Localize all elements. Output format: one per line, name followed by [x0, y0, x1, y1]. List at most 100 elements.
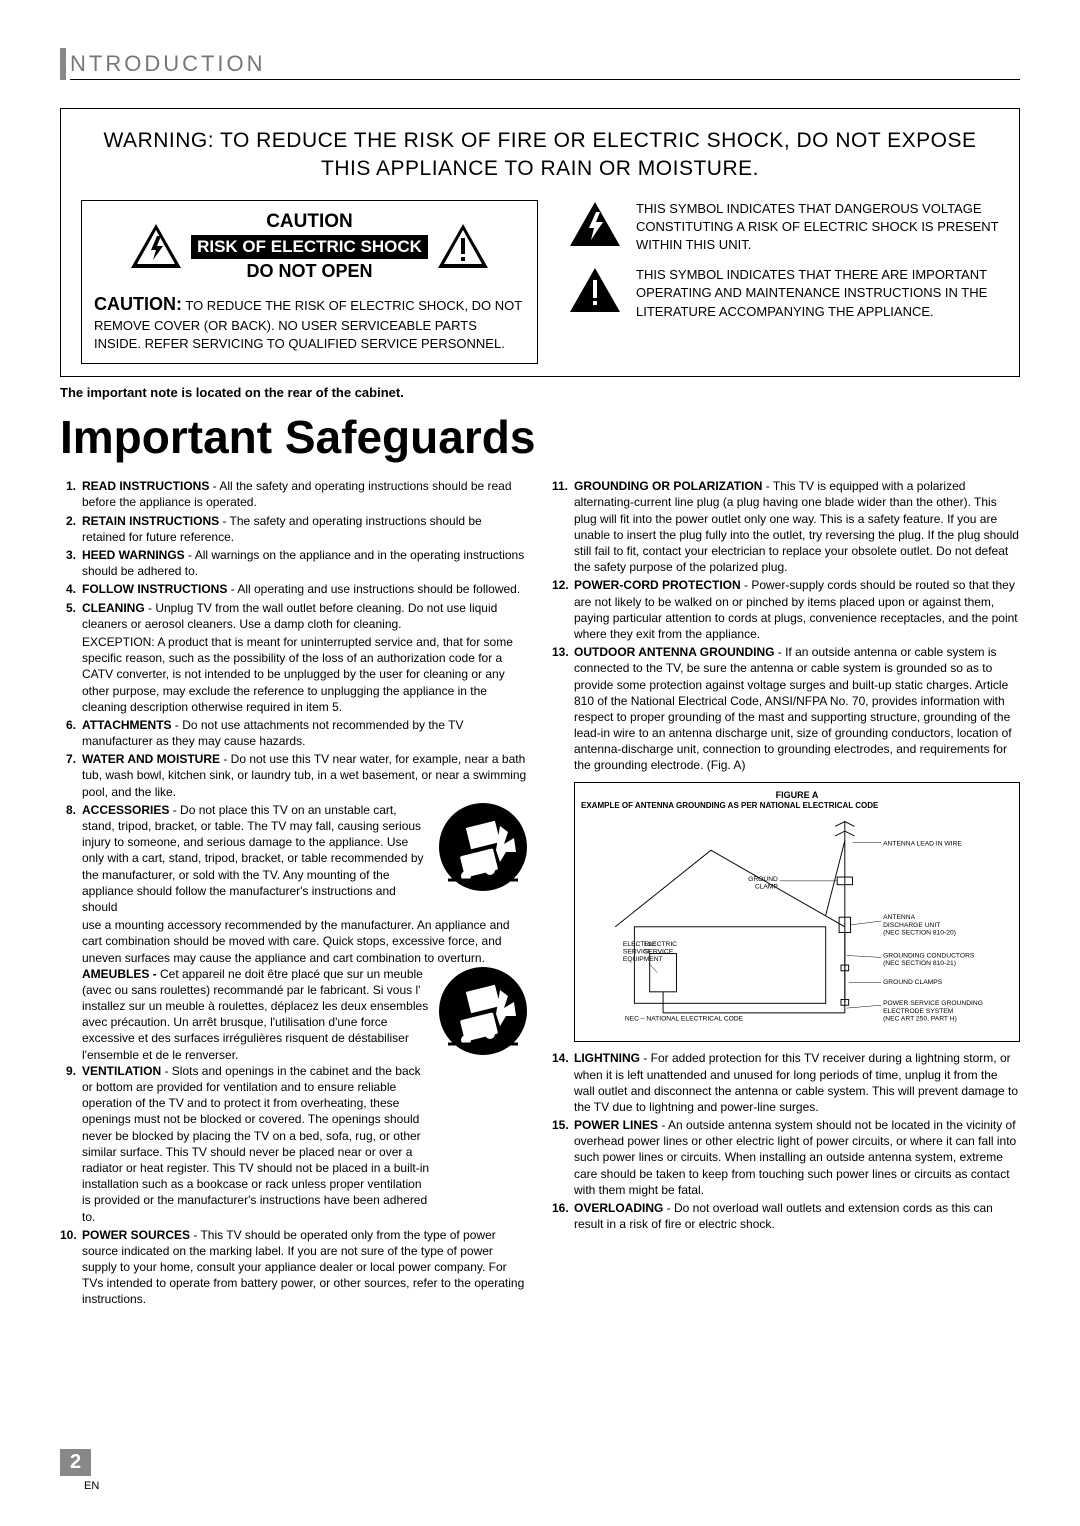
safeguard-item: 6.ATTACHMENTS - Do not use attachments n…: [60, 717, 528, 749]
symbol-2-text: THIS SYMBOL INDICATES THAT THERE ARE IMP…: [636, 266, 999, 321]
safeguard-item: 7.WATER AND MOISTURE - Do not use this T…: [60, 751, 528, 800]
item-number: 13.: [552, 644, 574, 774]
left-column: 1.READ INSTRUCTIONS - All the safety and…: [60, 478, 528, 1309]
page-lang: EN: [84, 1480, 99, 1492]
exclamation-triangle-icon: [436, 222, 490, 270]
svg-text:GROUND CLAMPS: GROUND CLAMPS: [883, 979, 943, 986]
item-number: 5.: [60, 600, 82, 632]
item-content: OUTDOOR ANTENNA GROUNDING - If an outsid…: [574, 644, 1020, 774]
item-title: FOLLOW INSTRUCTIONS: [82, 582, 227, 596]
item-title: LIGHTNING: [574, 1051, 640, 1065]
item-title: POWER-CORD PROTECTION: [574, 578, 741, 592]
safeguard-item: 3.HEED WARNINGS - All warnings on the ap…: [60, 547, 528, 579]
item-title: READ INSTRUCTIONS: [82, 479, 209, 493]
svg-text:ANTENNA LEAD IN WIRE: ANTENNA LEAD IN WIRE: [883, 840, 962, 847]
safeguard-item: 9.VENTILATION - Slots and openings in th…: [60, 1063, 430, 1225]
item-number: 8.: [60, 802, 82, 915]
item-content: OVERLOADING - Do not overload wall outle…: [574, 1200, 1020, 1232]
item-number: 3.: [60, 547, 82, 579]
item-body: - If an outside antenna or cable system …: [574, 645, 1012, 772]
item-body: - Do not place this TV on an unstable ca…: [82, 803, 424, 914]
safeguard-item: 16.OVERLOADING - Do not overload wall ou…: [552, 1200, 1020, 1232]
item-title: OVERLOADING: [574, 1201, 663, 1215]
safeguard-item: 4.FOLLOW INSTRUCTIONS - All operating an…: [60, 581, 528, 597]
item-body: - Slots and openings in the cabinet and …: [82, 1064, 429, 1224]
item-title: POWER LINES: [574, 1118, 658, 1132]
item-title: OUTDOOR ANTENNA GROUNDING: [574, 645, 774, 659]
page-footer: 2 EN: [60, 1449, 99, 1494]
item-content: CLEANING - Unplug TV from the wall outle…: [82, 600, 528, 632]
svg-text:GROUND: GROUND: [748, 875, 778, 882]
page-number: 2: [60, 1449, 91, 1476]
item-title: RETAIN INSTRUCTIONS: [82, 514, 219, 528]
item-number: 15.: [552, 1117, 574, 1198]
item-number: 12.: [552, 577, 574, 642]
safeguard-item: EXCEPTION: A product that is meant for u…: [60, 634, 528, 715]
svg-text:(NEC SECTION 810-20): (NEC SECTION 810-20): [883, 929, 956, 936]
safeguard-item: 13.OUTDOOR ANTENNA GROUNDING - If an out…: [552, 644, 1020, 774]
safeguard-item: 10.POWER SOURCES - This TV should be ope…: [60, 1227, 528, 1308]
item-number: 16.: [552, 1200, 574, 1232]
risk-label: RISK OF ELECTRIC SHOCK: [191, 235, 428, 259]
item-body: - For added protection for this TV recei…: [574, 1051, 1018, 1114]
safeguard-item: 11.GROUNDING OR POLARIZATION - This TV i…: [552, 478, 1020, 575]
item-content: ATTACHMENTS - Do not use attachments not…: [82, 717, 528, 749]
item-title: POWER SOURCES: [82, 1228, 190, 1242]
svg-text:ANTENNA: ANTENNA: [883, 914, 915, 921]
item-number: 10.: [60, 1227, 82, 1308]
item-title: GROUNDING OR POLARIZATION: [574, 479, 762, 493]
item-content: HEED WARNINGS - All warnings on the appl…: [82, 547, 528, 579]
safeguard-item: 5.CLEANING - Unplug TV from the wall out…: [60, 600, 528, 632]
item-content: LIGHTNING - For added protection for thi…: [574, 1050, 1020, 1115]
warning-box: WARNING: TO REDUCE THE RISK OF FIRE OR E…: [60, 108, 1020, 377]
item-body: EXCEPTION: A product that is meant for u…: [82, 635, 513, 714]
item-title: HEED WARNINGS: [82, 548, 185, 562]
exclamation-triangle-solid-icon: [568, 266, 622, 314]
item-content: POWER-CORD PROTECTION - Power-supply cor…: [574, 577, 1020, 642]
safeguard-item: 12.POWER-CORD PROTECTION - Power-supply …: [552, 577, 1020, 642]
item-content: READ INSTRUCTIONS - All the safety and o…: [82, 478, 528, 510]
section-accent-bar: [60, 48, 66, 80]
item-title: WATER AND MOISTURE: [82, 752, 220, 766]
item-number: 2.: [60, 513, 82, 545]
item-content: RETAIN INSTRUCTIONS - The safety and ope…: [82, 513, 528, 545]
item-body: - This TV is equipped with a polarized a…: [574, 479, 1019, 574]
section-title: NTRODUCTION: [70, 51, 1020, 80]
item-body: - Unplug TV from the wall outlet before …: [82, 601, 497, 631]
item-content: VENTILATION - Slots and openings in the …: [82, 1063, 430, 1225]
svg-text:GROUNDING CONDUCTORS: GROUNDING CONDUCTORS: [883, 952, 975, 959]
caution-label: CAUTION: [191, 211, 428, 233]
symbol-1-text: THIS SYMBOL INDICATES THAT DANGEROUS VOL…: [636, 200, 999, 255]
section-header: NTRODUCTION: [60, 48, 1020, 80]
page-title: Important Safeguards: [60, 410, 1020, 464]
item-number: 4.: [60, 581, 82, 597]
svg-text:ELECTRIC: ELECTRIC: [623, 940, 656, 947]
item-content: GROUNDING OR POLARIZATION - This TV is e…: [574, 478, 1020, 575]
safeguard-item: 1.READ INSTRUCTIONS - All the safety and…: [60, 478, 528, 510]
item-content: POWER SOURCES - This TV should be operat…: [82, 1227, 528, 1308]
item-body: - All operating and use instructions sho…: [227, 582, 520, 596]
figure-subtitle: EXAMPLE OF ANTENNA GROUNDING AS PER NATI…: [581, 801, 1013, 812]
cart-tip-icon: [438, 966, 528, 1060]
item-content: ACCESSORIES - Do not place this TV on an…: [82, 802, 528, 915]
antenna-grounding-diagram: ANTENNA LEAD IN WIRE GROUND CLAMP ANTENN…: [581, 812, 1013, 1032]
right-column: 11.GROUNDING OR POLARIZATION - This TV i…: [552, 478, 1020, 1309]
donot-label: DO NOT OPEN: [191, 261, 428, 282]
bolt-triangle-solid-icon: [568, 200, 622, 248]
svg-text:EQUIPMENT: EQUIPMENT: [623, 956, 663, 963]
item-number: 7.: [60, 751, 82, 800]
svg-text:DISCHARGE UNIT: DISCHARGE UNIT: [883, 921, 940, 928]
figure-a-diagram: FIGURE A EXAMPLE OF ANTENNA GROUNDING AS…: [574, 782, 1020, 1043]
main-warning-text: WARNING: TO REDUCE THE RISK OF FIRE OR E…: [81, 127, 999, 184]
item-content: EXCEPTION: A product that is meant for u…: [82, 634, 528, 715]
symbol-explanations: THIS SYMBOL INDICATES THAT DANGEROUS VOL…: [568, 200, 999, 365]
svg-text:(NEC ART 250, PART H): (NEC ART 250, PART H): [883, 1015, 957, 1022]
svg-text:POWER SERVICE GROUNDING: POWER SERVICE GROUNDING: [883, 1000, 983, 1007]
ameubles-block: AMEUBLES - Cet appareil ne doit être pla…: [60, 966, 528, 1063]
svg-text:(NEC SECTION 810-21): (NEC SECTION 810-21): [883, 960, 956, 967]
cabinet-note: The important note is located on the rea…: [60, 385, 1020, 400]
item-title: ACCESSORIES: [82, 803, 169, 817]
item-number: 9.: [60, 1063, 82, 1225]
item-title: CLEANING: [82, 601, 145, 615]
safeguard-item: 2.RETAIN INSTRUCTIONS - The safety and o…: [60, 513, 528, 545]
